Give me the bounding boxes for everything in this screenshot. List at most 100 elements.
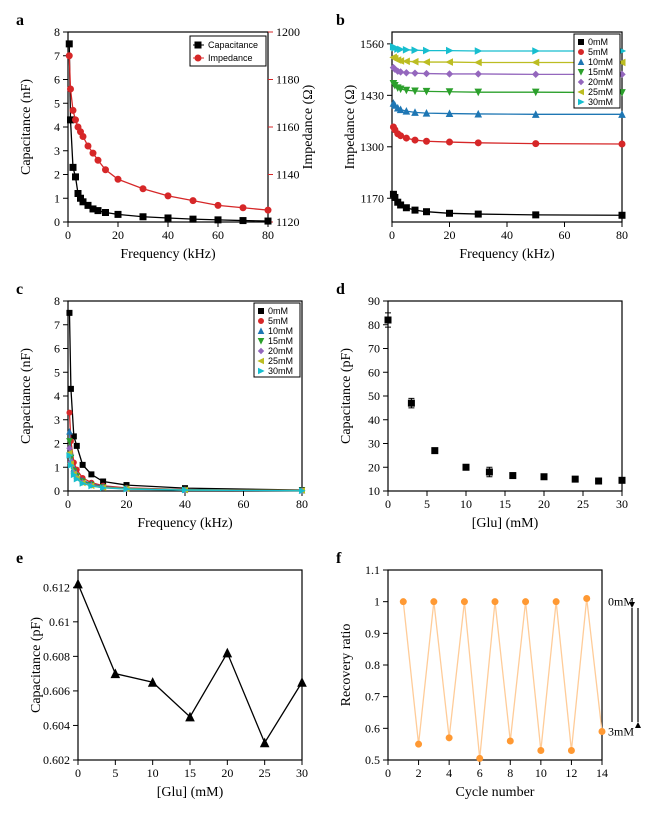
svg-text:10: 10 — [147, 766, 159, 780]
svg-text:10: 10 — [368, 484, 380, 498]
svg-text:Capacitance (nF): Capacitance (nF) — [19, 348, 34, 444]
svg-text:1160: 1160 — [276, 120, 300, 134]
svg-text:Recovery ratio: Recovery ratio — [339, 624, 354, 707]
svg-text:20: 20 — [221, 766, 233, 780]
svg-text:1430: 1430 — [360, 88, 384, 102]
panel-label-b: b — [336, 12, 345, 30]
svg-text:4: 4 — [54, 389, 60, 403]
svg-text:1: 1 — [54, 191, 60, 205]
svg-text:70: 70 — [368, 342, 380, 356]
svg-text:60: 60 — [559, 228, 571, 242]
svg-text:[Glu] (mM): [Glu] (mM) — [472, 516, 539, 531]
svg-text:7: 7 — [54, 49, 60, 63]
svg-text:7: 7 — [54, 318, 60, 332]
panel-label-e: e — [16, 550, 23, 568]
svg-text:10: 10 — [460, 497, 472, 511]
svg-text:5: 5 — [112, 766, 118, 780]
svg-text:6: 6 — [54, 342, 60, 356]
svg-text:20: 20 — [112, 228, 124, 242]
svg-text:12: 12 — [565, 766, 577, 780]
panel-d: d 051015202530[Glu] (mM)1020304050607080… — [330, 279, 646, 544]
svg-text:Capacitance: Capacitance — [208, 40, 258, 50]
svg-text:3mM: 3mM — [608, 725, 634, 739]
svg-text:0.7: 0.7 — [365, 690, 380, 704]
svg-text:10: 10 — [535, 766, 547, 780]
svg-text:Impedance (Ω): Impedance (Ω) — [301, 84, 316, 169]
svg-text:25mM: 25mM — [588, 87, 613, 97]
svg-text:15mM: 15mM — [588, 67, 613, 77]
svg-text:40: 40 — [501, 228, 513, 242]
svg-text:5: 5 — [54, 365, 60, 379]
svg-text:0mM: 0mM — [588, 37, 608, 47]
panel-e: e 051015202530[Glu] (mM)0.6020.6040.6060… — [10, 548, 326, 813]
svg-text:[Glu] (mM): [Glu] (mM) — [157, 785, 224, 800]
svg-text:90: 90 — [368, 294, 380, 308]
svg-text:20mM: 20mM — [588, 77, 613, 87]
svg-text:0mM: 0mM — [608, 595, 634, 609]
svg-text:0.5: 0.5 — [365, 753, 380, 767]
svg-text:1200: 1200 — [276, 25, 300, 39]
svg-text:15mM: 15mM — [268, 336, 293, 346]
svg-text:4: 4 — [446, 766, 452, 780]
svg-text:0.9: 0.9 — [365, 626, 380, 640]
svg-text:0: 0 — [385, 497, 391, 511]
svg-text:1: 1 — [374, 595, 380, 609]
svg-text:30mM: 30mM — [268, 366, 293, 376]
svg-text:1300: 1300 — [360, 140, 384, 154]
svg-text:1560: 1560 — [360, 37, 384, 51]
panel-label-c: c — [16, 281, 23, 299]
svg-text:1170: 1170 — [360, 191, 384, 205]
svg-text:Capacitance (pF): Capacitance (pF) — [29, 617, 44, 713]
svg-text:25: 25 — [259, 766, 271, 780]
svg-text:5mM: 5mM — [268, 316, 288, 326]
svg-text:0: 0 — [385, 766, 391, 780]
svg-text:10mM: 10mM — [268, 326, 293, 336]
svg-text:20: 20 — [121, 497, 133, 511]
svg-text:1120: 1120 — [276, 215, 300, 229]
panel-a: a 020406080Frequency (kHz)012345678Capac… — [10, 10, 326, 275]
svg-text:Impedance (Ω): Impedance (Ω) — [343, 84, 358, 169]
svg-text:Frequency (kHz): Frequency (kHz) — [137, 516, 233, 531]
panel-b: b 020406080Frequency (kHz)11701300143015… — [330, 10, 646, 275]
panel-label-a: a — [16, 12, 24, 30]
svg-text:1: 1 — [54, 460, 60, 474]
svg-text:10mM: 10mM — [588, 57, 613, 67]
svg-text:40: 40 — [179, 497, 191, 511]
svg-text:3: 3 — [54, 144, 60, 158]
figure-grid: a 020406080Frequency (kHz)012345678Capac… — [10, 10, 643, 812]
svg-text:8: 8 — [54, 294, 60, 308]
svg-text:80: 80 — [296, 497, 308, 511]
svg-text:80: 80 — [616, 228, 628, 242]
svg-text:30: 30 — [296, 766, 308, 780]
svg-text:80: 80 — [262, 228, 274, 242]
svg-text:60: 60 — [238, 497, 250, 511]
svg-text:0mM: 0mM — [268, 306, 288, 316]
panel-f: f 02468101214Cycle number0.50.60.70.80.9… — [330, 548, 646, 813]
svg-text:30: 30 — [616, 497, 628, 511]
panel-label-d: d — [336, 281, 345, 299]
svg-text:0.606: 0.606 — [43, 684, 70, 698]
svg-text:60: 60 — [212, 228, 224, 242]
svg-text:6: 6 — [54, 73, 60, 87]
svg-text:Capacitance (nF): Capacitance (nF) — [19, 79, 34, 175]
svg-text:1180: 1180 — [276, 73, 300, 87]
svg-text:25mM: 25mM — [268, 356, 293, 366]
svg-text:40: 40 — [368, 413, 380, 427]
svg-text:2: 2 — [416, 766, 422, 780]
svg-text:0.6: 0.6 — [365, 721, 380, 735]
svg-text:15: 15 — [184, 766, 196, 780]
svg-text:80: 80 — [368, 318, 380, 332]
svg-text:0: 0 — [65, 497, 71, 511]
svg-text:20: 20 — [538, 497, 550, 511]
svg-text:40: 40 — [162, 228, 174, 242]
svg-text:Frequency (kHz): Frequency (kHz) — [120, 247, 216, 262]
svg-text:Capacitance (pF): Capacitance (pF) — [339, 348, 354, 444]
svg-text:50: 50 — [368, 389, 380, 403]
svg-text:0.8: 0.8 — [365, 658, 380, 672]
svg-text:30: 30 — [368, 437, 380, 451]
svg-text:1140: 1140 — [276, 168, 300, 182]
panel-label-f: f — [336, 550, 341, 568]
svg-text:Impedance: Impedance — [208, 53, 253, 63]
svg-text:2: 2 — [54, 168, 60, 182]
svg-text:8: 8 — [507, 766, 513, 780]
